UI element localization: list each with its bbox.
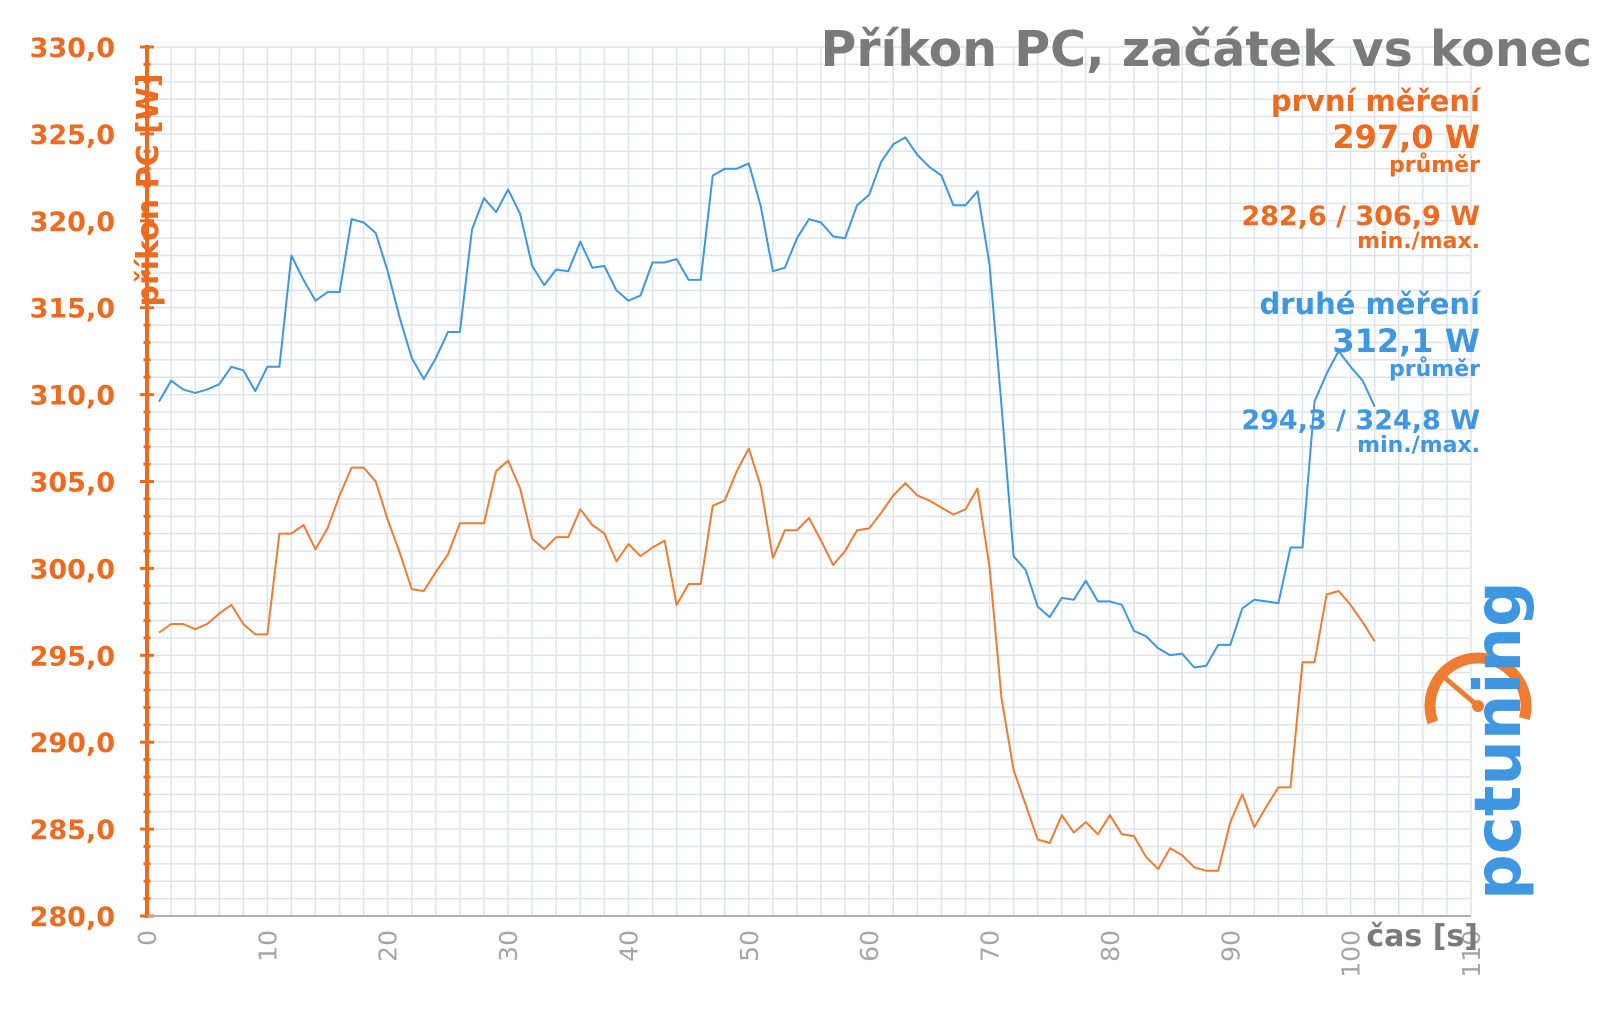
x-tick-label: 110 [1457,930,1486,978]
x-tick-labels: 0 10 20 30 40 50 60 70 80 90 100 110 [133,930,1486,978]
x-tick-label: 20 [374,930,403,962]
x-tick-label: 100 [1337,930,1366,978]
y-tick-label: 285,0 [30,815,115,846]
pctuning-logo: pctuning [1424,581,1536,900]
x-tick-label: 40 [614,930,643,962]
y-tick-label: 300,0 [30,554,115,585]
series-lines [158,136,1376,872]
x-tick-label: 60 [855,930,884,962]
second-minmax: 294,3 / 324,8 W [1241,405,1480,436]
x-tick-label: 90 [1216,930,1245,962]
series-line-second [158,136,1376,669]
annotation-first: první měření 297,0 W průměr 282,6 / 306,… [1241,84,1482,254]
second-average: 312,1 W [1332,322,1480,360]
annotation-second: druhé měření 312,1 W průměr 294,3 / 324,… [1241,287,1482,458]
x-tick-label: 50 [735,930,764,962]
y-tick-label: 280,0 [30,902,115,933]
y-tick-label: 320,0 [30,207,115,238]
series-line-first [158,447,1376,872]
first-average: 297,0 W [1332,118,1480,156]
y-axis-label: příkon PC [W] [131,73,166,306]
y-tick-label: 290,0 [30,728,115,759]
y-tick-labels: 280,0 285,0 290,0 295,0 300,0 305,0 310,0 315,0… [30,33,115,933]
y-tick-label: 315,0 [30,294,115,325]
grid [146,46,1472,917]
chart-title: Příkon PC, začátek vs konec [820,21,1592,78]
x-axis-label: čas [s] [1366,919,1478,954]
axes [140,45,1471,918]
x-tick-label: 70 [976,930,1005,962]
second-average-label: průměr [1389,357,1480,382]
y-tick-label: 330,0 [30,33,115,64]
y-tick-label: 305,0 [30,468,115,499]
second-series-name: druhé měření [1259,287,1482,321]
second-minmax-label: min./max. [1357,433,1480,458]
y-tick-label: 310,0 [30,381,115,412]
y-tick-label: 325,0 [30,120,115,151]
first-minmax: 282,6 / 306,9 W [1241,201,1480,232]
x-tick-label: 10 [253,930,282,962]
first-series-name: první měření [1271,84,1482,118]
y-tick-label: 295,0 [30,641,115,672]
gauge-hub-icon [1472,700,1484,712]
x-tick-label: 0 [133,930,162,946]
first-average-label: průměr [1389,153,1480,178]
x-tick-label: 80 [1096,930,1125,962]
logo-text: pctuning [1462,581,1536,900]
x-tick-label: 30 [494,930,523,962]
gauge-needle-icon [1443,676,1480,708]
first-minmax-label: min./max. [1357,229,1480,254]
